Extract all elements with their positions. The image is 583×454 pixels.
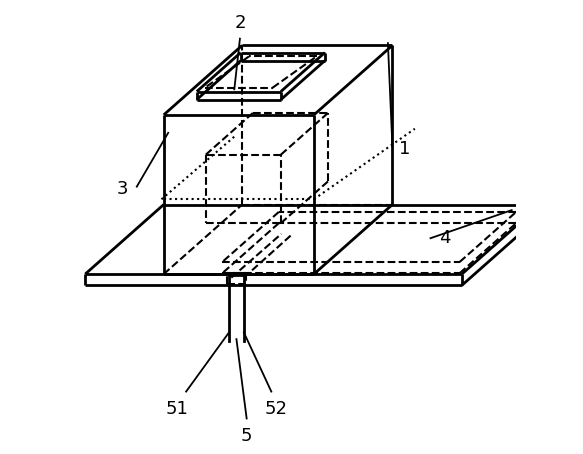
Text: 2: 2: [234, 14, 245, 32]
Text: 4: 4: [440, 229, 451, 247]
Text: 51: 51: [166, 400, 188, 418]
Text: 1: 1: [399, 139, 410, 158]
Text: 3: 3: [117, 180, 128, 198]
Text: 5: 5: [241, 427, 252, 444]
Text: 52: 52: [264, 400, 287, 418]
